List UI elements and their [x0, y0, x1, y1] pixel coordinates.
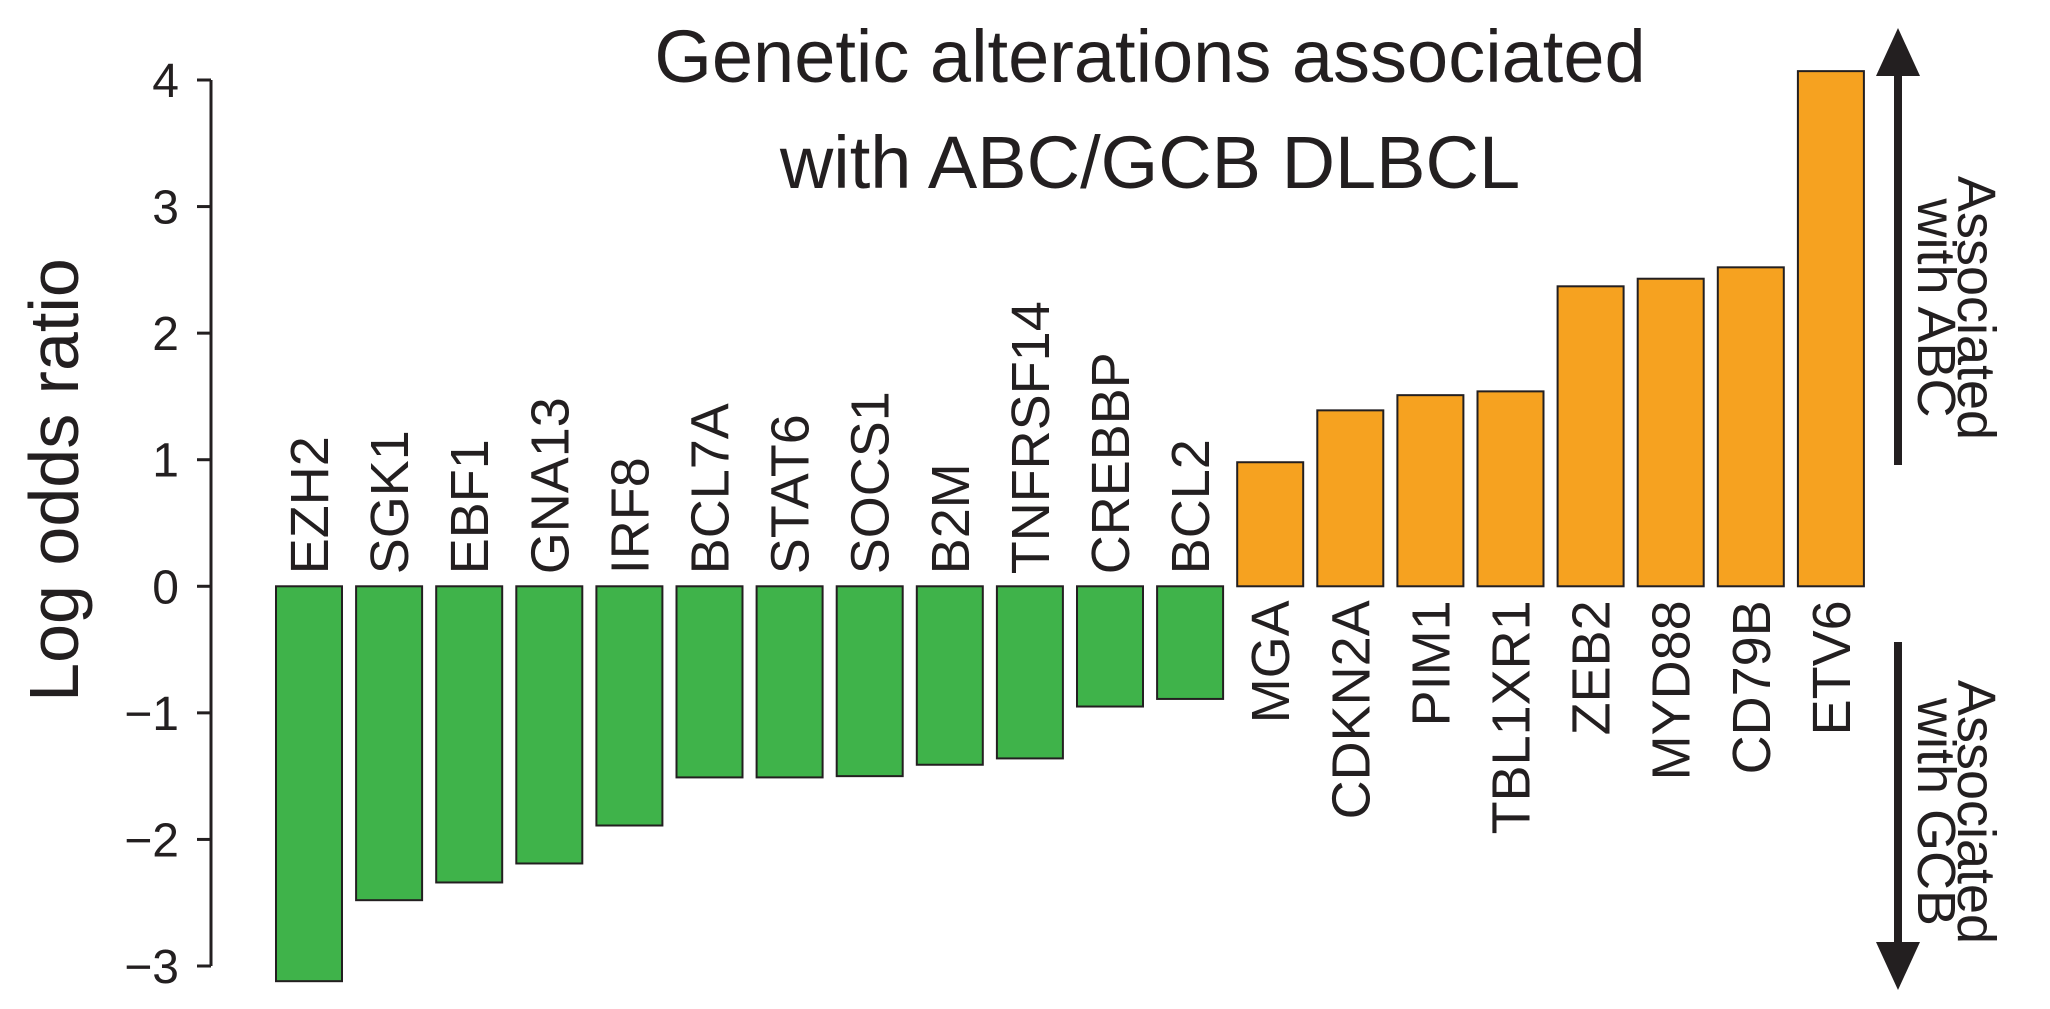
bar-myd88 — [1636, 277, 1705, 588]
abc-annotation-line-2: with ABC — [1906, 197, 1966, 417]
y-tick-label: 4 — [152, 55, 179, 108]
y-axis-label: Log odds ratio — [15, 258, 93, 702]
category-label-crebbp: CREBBP — [1081, 352, 1141, 574]
bar-cd79b — [1716, 266, 1785, 588]
bar-bcl2 — [1156, 585, 1225, 700]
bar-b2m — [915, 585, 984, 766]
category-label-b2m: B2M — [921, 463, 981, 574]
bar-cdkn2a — [1316, 409, 1385, 588]
category-label-zeb2: ZEB2 — [1562, 600, 1622, 735]
category-label-sgk1: SGK1 — [360, 430, 420, 574]
bar-etv6 — [1796, 70, 1865, 588]
category-label-mga: MGA — [1241, 600, 1301, 723]
bar-bcl7a — [675, 585, 744, 779]
bar-tnfrsf14 — [995, 585, 1064, 760]
gcb-arrow-head-icon — [1876, 942, 1920, 990]
bar-pim1 — [1396, 394, 1465, 588]
gcb-annotation-line-2: with GCB — [1906, 697, 1966, 926]
bar-ezh2 — [275, 585, 343, 983]
abc-arrow-head-icon — [1876, 28, 1920, 76]
y-tick-label: −2 — [124, 814, 179, 867]
y-tick-label: 3 — [152, 182, 179, 235]
category-label-etv6: ETV6 — [1802, 600, 1862, 735]
abc-annotation-line-1: Associated — [1946, 176, 2006, 440]
bars — [275, 70, 1865, 983]
category-label-cdkn2a: CDKN2A — [1321, 600, 1381, 819]
bar-ebf1 — [435, 585, 504, 884]
bar-gna13 — [515, 585, 584, 865]
category-label-cd79b: CD79B — [1722, 600, 1782, 774]
category-label-ezh2: EZH2 — [280, 436, 340, 574]
gcb-annotation-line-1: Associated — [1946, 680, 2006, 944]
bar-sgk1 — [355, 585, 424, 902]
category-label-socs1: SOCS1 — [841, 391, 901, 574]
abc-annotation: Associated with ABC — [1876, 28, 2006, 465]
y-tick-label: −3 — [124, 941, 179, 994]
category-label-tbl1xr1: TBL1XR1 — [1482, 600, 1542, 834]
category-label-gna13: GNA13 — [520, 397, 580, 574]
category-label-tnfrsf14: TNFRSF14 — [1001, 301, 1061, 574]
gcb-annotation: Associated with GCB — [1876, 642, 2006, 990]
category-label-pim1: PIM1 — [1401, 600, 1461, 726]
bar-zeb2 — [1556, 285, 1625, 588]
y-axis-ticks: 4 3 2 1 0 −1 −2 −3 — [124, 55, 211, 994]
y-tick-label: 1 — [152, 435, 179, 488]
category-labels: EZH2 SGK1 EBF1 GNA13 IRF8 BCL7A STAT6 SOCS1 B2M T… — [280, 301, 1862, 834]
bar-tbl1xr1 — [1476, 390, 1545, 588]
chart-title-line-2: with ABC/GCB DLBCL — [779, 121, 1520, 204]
bar-mga — [1236, 461, 1305, 588]
bar-stat6 — [755, 585, 824, 779]
bar-socs1 — [835, 585, 904, 778]
bar-irf8 — [595, 585, 664, 827]
category-label-stat6: STAT6 — [761, 414, 821, 574]
category-label-ebf1: EBF1 — [440, 439, 500, 574]
category-label-bcl7a: BCL7A — [681, 403, 741, 574]
y-tick-label: 0 — [152, 561, 179, 614]
category-label-bcl2: BCL2 — [1161, 439, 1221, 574]
y-tick-label: 2 — [152, 308, 179, 361]
bar-crebbp — [1076, 585, 1144, 708]
y-tick-label: −1 — [124, 688, 179, 741]
chart-title-line-1: Genetic alterations associated — [654, 15, 1645, 98]
category-label-myd88: MYD88 — [1642, 600, 1702, 780]
category-label-irf8: IRF8 — [600, 457, 660, 574]
